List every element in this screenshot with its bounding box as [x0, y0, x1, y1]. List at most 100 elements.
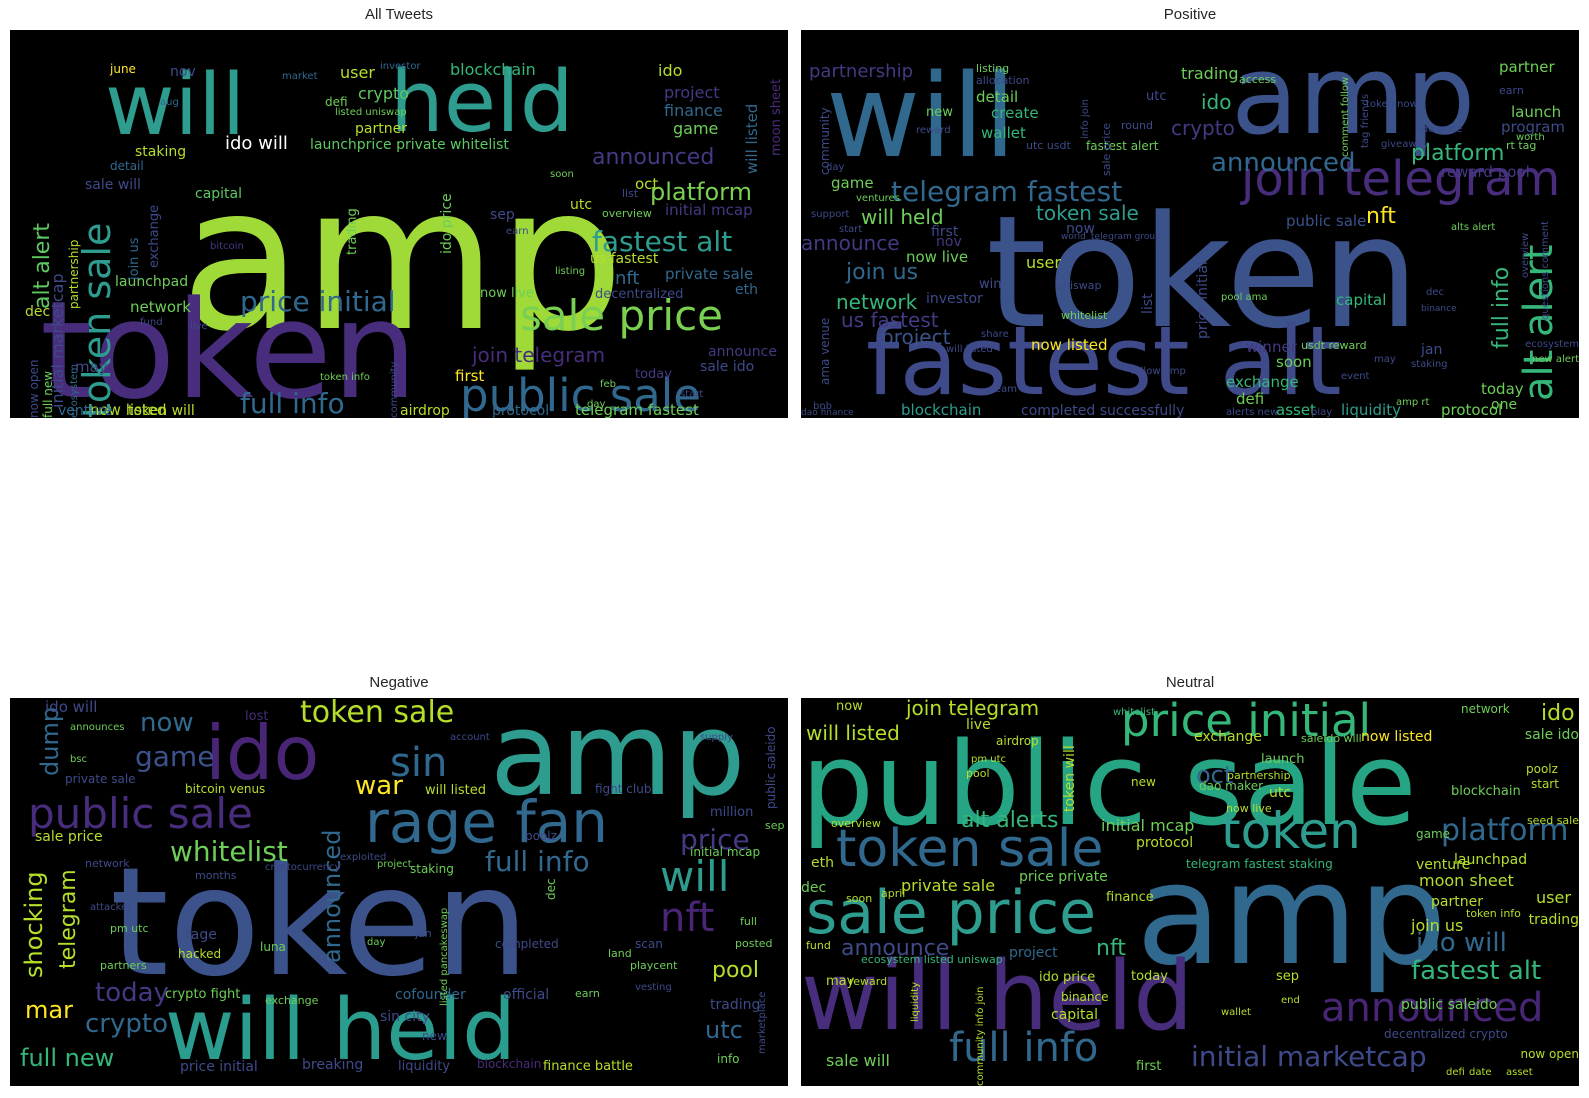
cloud-word: investor: [380, 61, 421, 72]
cloud-word: fund: [140, 317, 163, 328]
cloud-word: exchange: [1226, 373, 1299, 391]
cloud-word: community: [389, 361, 400, 418]
cloud-word: dec: [801, 880, 827, 896]
cloud-word: partner: [1499, 58, 1555, 76]
cloud-word: will: [826, 50, 1016, 184]
cloud-word: launchpad: [115, 274, 189, 290]
cloud-word: hacked: [178, 947, 222, 961]
cloud-word: network: [130, 298, 191, 316]
cloud-word: whitelist: [1061, 309, 1108, 322]
cloud-word: network: [1461, 702, 1510, 716]
cloud-word: trading: [345, 207, 360, 255]
cloud-word: announce: [801, 231, 900, 255]
cloud-word: aug: [160, 97, 179, 108]
cloud-word: shocking: [20, 871, 48, 979]
cloud-word: nft: [1096, 936, 1126, 961]
cloud-word: day: [367, 937, 386, 948]
cloud-word: ido: [658, 61, 683, 80]
cloud-word: pool: [712, 958, 759, 983]
cloud-word: capital: [195, 186, 243, 202]
cloud-word: dec: [1426, 287, 1444, 298]
cloud-word: investor: [926, 291, 983, 307]
cloud-word: list: [622, 187, 639, 200]
cloud-word: network: [836, 290, 918, 314]
cloud-word: join telegram: [906, 698, 1040, 720]
cloud-word: new: [1131, 775, 1156, 789]
cloud-word: project: [377, 859, 412, 870]
cloud-word: partners: [100, 959, 147, 972]
cloud-word: poolz: [1526, 762, 1558, 776]
cloud-word: listed uniswap: [335, 107, 407, 118]
cloud-word: play: [1311, 407, 1333, 418]
cloud-word: platform: [650, 178, 752, 206]
cloud-word: team: [991, 384, 1017, 395]
cloud-word: price private: [1019, 869, 1108, 885]
cloud-word: price initial: [1121, 698, 1372, 747]
cloud-word: reward: [849, 975, 888, 988]
cloud-word: end: [1281, 995, 1300, 1006]
cloud-word: project: [664, 83, 720, 102]
cloud-word: ido price: [1039, 970, 1096, 985]
cloud-word: whitelist: [1113, 707, 1156, 718]
cloud-word: luna: [260, 940, 286, 954]
cloud-word: price initial: [1195, 261, 1211, 340]
cloud-word: now open: [27, 359, 41, 418]
cloud-word: access: [1239, 73, 1277, 86]
cloud-word: detail: [110, 159, 144, 173]
cloud-word: telegram fastest staking: [1186, 857, 1333, 871]
cloud-word: capital: [1051, 1007, 1099, 1023]
cloud-word: liquidity: [1341, 401, 1401, 418]
cloud-word: private sale: [65, 772, 136, 786]
cloud-word: launchprice private whitelist: [310, 137, 509, 153]
cloud-word: breaking: [302, 1057, 364, 1073]
cloud-word: moon sheet: [1419, 871, 1514, 890]
cloud-word: airdrop: [996, 734, 1039, 748]
cloud-word: now live: [480, 286, 534, 301]
panel-title: Positive: [1163, 6, 1217, 23]
cloud-word: event: [1341, 371, 1370, 382]
cloud-word: partnership: [809, 61, 914, 82]
cloud-word: now live: [906, 248, 969, 266]
cloud-word: fastest alert: [1086, 139, 1159, 153]
cloud-word: token: [40, 272, 418, 418]
cloud-word: overview: [1520, 232, 1531, 278]
cloud-word: nov: [170, 64, 196, 80]
cloud-word: reward pool: [1441, 163, 1530, 181]
cloud-word: eth: [811, 855, 834, 871]
cloud-word: today: [1131, 969, 1168, 984]
cloud-word: million: [710, 805, 754, 820]
cloud-word: public sale: [1286, 212, 1367, 230]
cloud-word: win: [979, 277, 1002, 292]
cloud-word: today: [1481, 380, 1524, 398]
cloud-word: trading: [1528, 912, 1579, 928]
cloud-word: rage fan: [365, 788, 609, 856]
cloud-word: sale will: [826, 1051, 890, 1070]
cloud-word: vesting: [635, 982, 672, 993]
cloud-word: announced: [1321, 985, 1544, 1031]
cloud-word: war: [355, 771, 403, 801]
cloud-word: blockchain: [1451, 784, 1521, 799]
cloud-word: ido price: [439, 192, 455, 254]
cloud-word: token: [986, 182, 1420, 363]
cloud-word: create: [991, 104, 1039, 122]
cloud-word: support: [811, 209, 850, 220]
cloud-word: sale price: [806, 878, 1097, 948]
cloud-word: utc: [1269, 785, 1292, 801]
cloud-word: full info: [485, 845, 590, 878]
cloud-word: will held: [801, 942, 1194, 1052]
cloud-word: questions comment: [1540, 220, 1551, 320]
cloud-word: round: [1121, 119, 1153, 132]
cloud-word: ido will: [1416, 928, 1507, 958]
cloud-word: public sale: [28, 789, 253, 838]
cloud-word: june: [110, 62, 136, 76]
cloud-word: token now: [1366, 99, 1418, 110]
cloud-word: posted: [735, 937, 773, 950]
cloud-word: info: [717, 1052, 740, 1066]
cloud-word: private sale: [901, 876, 996, 895]
cloud-word: dump: [36, 706, 64, 776]
cloud-word: today: [635, 367, 672, 382]
cloud-word: lost: [245, 709, 269, 724]
cloud-word: new: [422, 1029, 447, 1043]
cloud-word: pool: [966, 767, 990, 780]
cloud-word: full info: [949, 1025, 1099, 1071]
